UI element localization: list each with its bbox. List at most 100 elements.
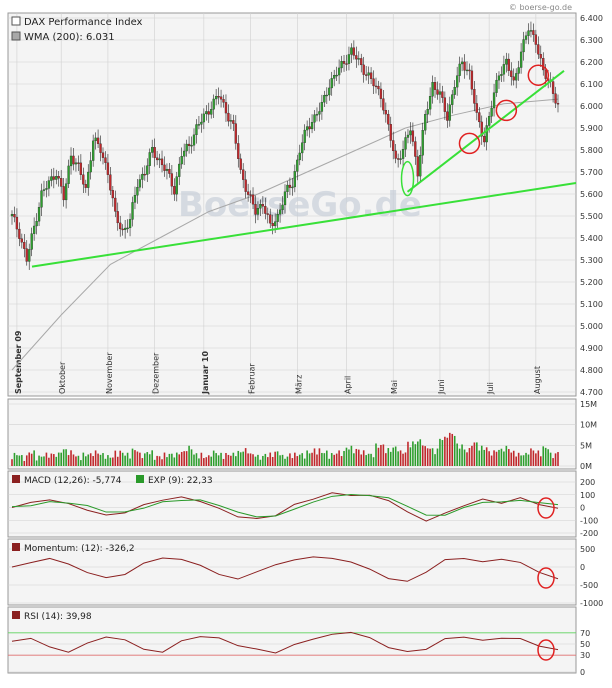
volume-bar <box>402 453 404 466</box>
rsi-line <box>11 631 559 654</box>
macd-y-ticks: 200 100 0 -100 -200 <box>580 478 598 538</box>
candle-body <box>92 140 95 161</box>
volume-bar <box>60 452 62 466</box>
volume-bar <box>11 459 13 466</box>
volume-bar <box>23 460 26 466</box>
copyright-watermark: © boerse-go.de <box>509 3 572 12</box>
volume-bar <box>124 455 126 466</box>
candle-body <box>483 136 486 143</box>
candle-body <box>128 219 132 229</box>
candle-body <box>404 137 407 150</box>
candle-body <box>222 99 225 103</box>
volume-bar <box>190 449 193 466</box>
candle-body <box>333 75 336 79</box>
price-y-tick: 6.300 <box>580 36 603 45</box>
volume-bar <box>200 452 203 466</box>
volume-bar <box>330 453 333 466</box>
price-y-tick: 4.800 <box>580 366 603 375</box>
highlight-markers <box>400 64 550 197</box>
indicator-y-tick: 0 <box>580 563 585 572</box>
volume-bar <box>264 453 267 466</box>
candle-body <box>259 204 262 209</box>
price-y-tick: 6.400 <box>580 14 603 23</box>
volume-bar <box>512 450 515 466</box>
candle-body <box>158 158 161 161</box>
price-x-tick: Dezember <box>152 352 161 394</box>
volume-bar <box>242 451 244 466</box>
volume-bar <box>175 452 178 466</box>
volume-bar <box>323 453 326 466</box>
candle-body <box>529 30 533 32</box>
candle-body <box>126 227 129 230</box>
volume-bars <box>11 432 559 466</box>
volume-bar <box>99 454 102 466</box>
volume-bar <box>215 453 217 466</box>
volume-bar <box>65 449 67 466</box>
macd-grid <box>8 481 576 534</box>
volume-y-ticks: 15M 10M 5M 0M <box>580 400 597 471</box>
momentum-highlight-circle <box>537 567 555 589</box>
macd-highlight-circle <box>537 497 555 519</box>
volume-bar <box>303 458 306 466</box>
candle-body <box>522 39 525 53</box>
candle-body <box>542 58 545 71</box>
volume-bar <box>144 453 146 466</box>
volume-bar <box>70 450 72 466</box>
macd-panel: 200 100 0 -100 -200 MACD (12,26): -5,774 EXP… <box>7 470 598 538</box>
candle-body <box>544 69 547 79</box>
volume-bar <box>296 456 299 466</box>
candle-body <box>392 140 395 152</box>
volume-bar <box>353 453 355 466</box>
volume-bar <box>232 452 235 466</box>
candle-body <box>342 61 346 64</box>
volume-bar <box>385 453 387 466</box>
volume-bar <box>107 455 109 466</box>
volume-bar <box>72 454 75 466</box>
candle-body <box>82 174 85 185</box>
rsi-grid <box>8 632 576 673</box>
volume-bar <box>67 455 70 466</box>
candle-body <box>15 216 19 230</box>
volume-bar <box>448 432 451 466</box>
volume-bar <box>340 456 343 466</box>
volume-bar <box>539 456 542 466</box>
volume-bar <box>508 449 510 466</box>
rsi-highlight-circle <box>537 639 555 661</box>
candle-body <box>451 94 454 105</box>
volume-bar <box>158 456 161 466</box>
volume-bar <box>163 452 166 466</box>
volume-bar <box>55 456 58 466</box>
candle-body <box>18 228 21 239</box>
indicator-y-tick: 70 <box>580 629 590 638</box>
volume-y-tick: 15M <box>580 400 597 409</box>
volume-bar <box>414 444 417 466</box>
volume-bar <box>503 451 505 466</box>
volume-bar <box>230 455 232 466</box>
candle-body <box>515 73 518 81</box>
volume-bar <box>146 452 149 466</box>
legend-wma-label: WMA (200): 6.031 <box>24 32 115 43</box>
volume-bar <box>151 450 153 466</box>
volume-bar <box>485 447 488 466</box>
candle-body <box>175 176 178 195</box>
volume-bar <box>478 450 481 466</box>
volume-bar <box>156 455 158 466</box>
legend-swatch-macd <box>12 475 20 483</box>
candle-body <box>554 93 557 104</box>
price-panel: BoerseGo.de 6.400 6.300 6.200 6.100 6.000 5.9… <box>7 12 603 397</box>
candle-body <box>266 213 269 215</box>
price-x-tick: November <box>105 352 114 394</box>
candle-body <box>210 109 213 115</box>
volume-bar <box>308 453 311 466</box>
candle-body <box>296 159 299 172</box>
momentum-grid <box>8 548 576 604</box>
volume-bar <box>421 445 424 466</box>
candle-body <box>114 197 117 212</box>
volume-bar <box>441 440 444 466</box>
candle-body <box>234 123 237 144</box>
volume-bar <box>525 452 527 466</box>
volume-bar <box>547 449 549 466</box>
volume-bar <box>276 451 279 466</box>
indicator-y-tick: 500 <box>580 545 595 554</box>
